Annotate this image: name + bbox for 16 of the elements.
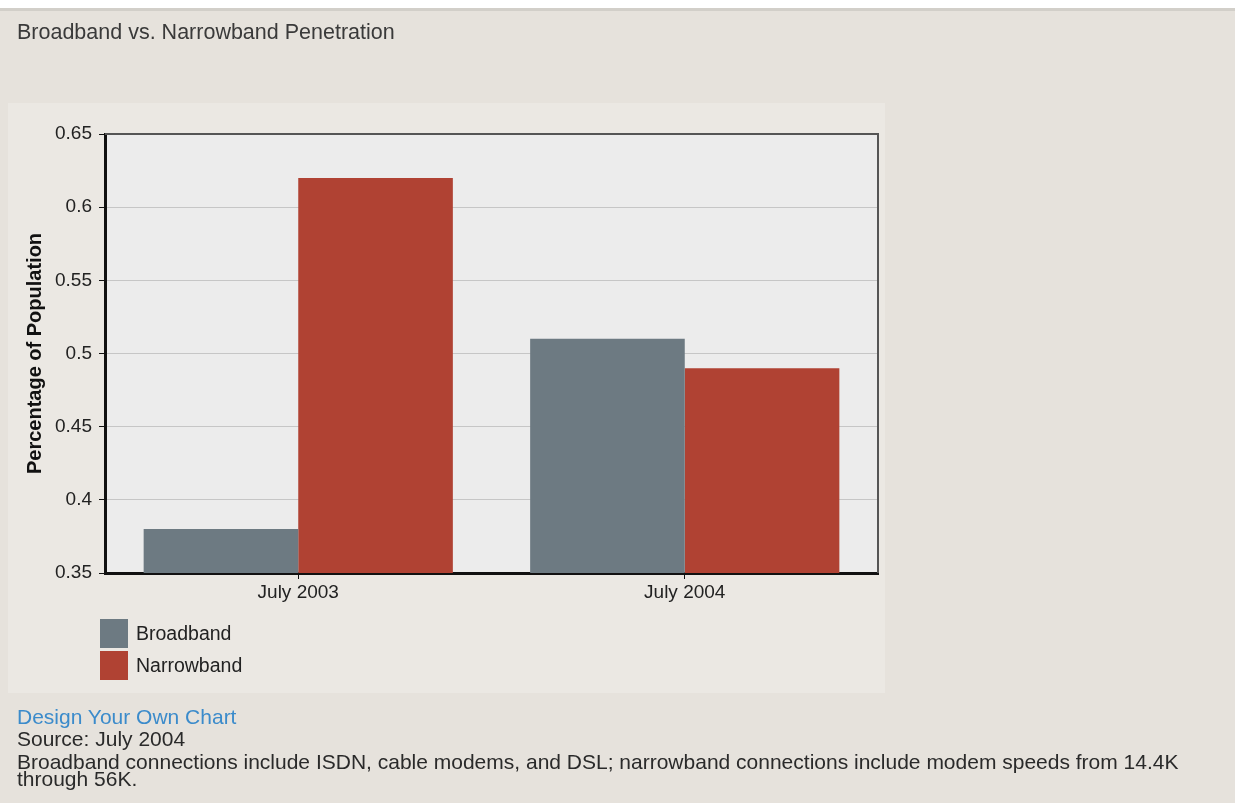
x-tick-label: July 2004 <box>644 580 726 602</box>
y-tick-label: 0.4 <box>65 488 93 510</box>
x-tick-label: July 2003 <box>257 580 339 602</box>
y-tick-label: 0.65 <box>55 122 92 144</box>
legend-label: Broadband <box>136 622 232 645</box>
y-axis-title: Percentage of Population <box>22 232 45 475</box>
y-tick-label: 0.45 <box>55 414 92 436</box>
chart-title: Broadband vs. Narrowband Penetration <box>17 20 395 44</box>
y-tick-label: 0.6 <box>65 195 92 217</box>
legend-label: Narrowband <box>136 654 243 677</box>
source-note: Source: July 2004 <box>17 727 187 750</box>
y-tick-label: 0.55 <box>55 268 92 290</box>
text: Broadband connections include ISDN, cable modems, and DSL; narrowband connections include modem speeds from 14.4K through 56K. <box>17 750 1180 790</box>
text: Design Your Own Chart <box>17 705 238 728</box>
y-tick-label: 0.35 <box>55 561 92 583</box>
y-tick-label: 0.5 <box>65 341 92 363</box>
